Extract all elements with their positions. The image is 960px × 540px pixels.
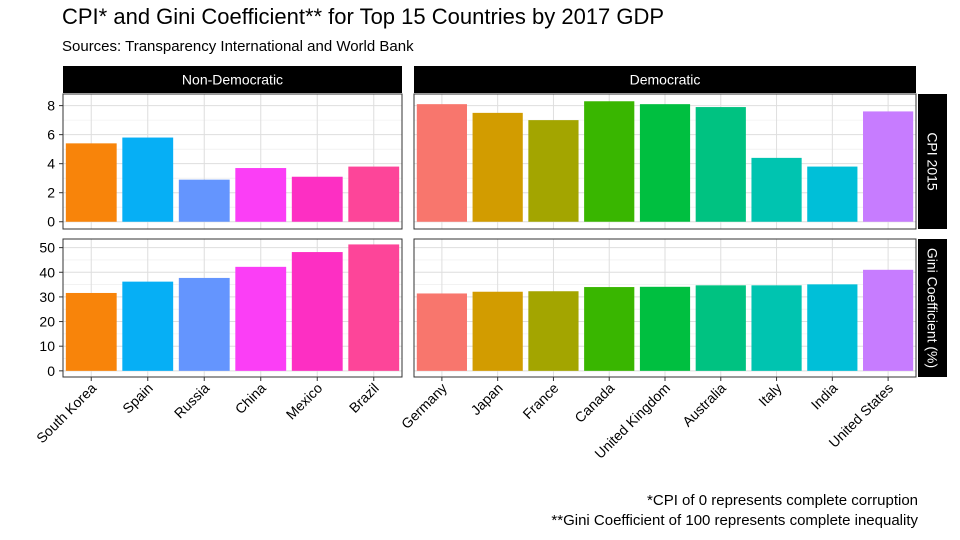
bar-cpi-russia: [178, 179, 230, 222]
facet-strip-label-cpi-2015: CPI 2015: [925, 132, 941, 191]
facet-strip-gini-coefficient: [918, 239, 947, 377]
bar-cpi-united-states: [863, 111, 914, 222]
facet-strip-democratic: [414, 66, 916, 93]
bar-gini-india: [807, 284, 858, 371]
bar-cpi-italy: [751, 157, 802, 222]
bar-gini-south-korea: [65, 292, 117, 371]
y-tick-label: 6: [47, 127, 55, 143]
bar-cpi-spain: [122, 137, 174, 222]
facet-strip-label-gini-coefficient: Gini Coefficient (%): [925, 248, 941, 368]
bar-gini-australia: [695, 285, 746, 371]
x-tick-label-canada: Canada: [571, 380, 617, 426]
y-tick-label: 0: [47, 363, 55, 379]
bar-cpi-germany: [416, 104, 467, 222]
x-tick-label-spain: Spain: [119, 380, 156, 417]
gini-footnote: **Gini Coefficient of 100 represents com…: [551, 512, 918, 529]
y-tick-label: 2: [47, 185, 55, 201]
x-tick-label-china: China: [232, 380, 269, 417]
bar-cpi-japan: [472, 112, 523, 222]
bar-cpi-france: [528, 120, 579, 222]
x-tick-label-italy: Italy: [755, 380, 784, 409]
x-tick-label-mexico: Mexico: [283, 380, 326, 423]
y-tick-label: 50: [39, 240, 55, 256]
x-tick-label-russia: Russia: [171, 380, 213, 422]
facet-strip-cpi-2015: [918, 94, 947, 229]
bar-cpi-australia: [695, 107, 746, 222]
facet-strip-label-non-democratic: Non-Democratic: [182, 72, 283, 88]
bar-gini-mexico: [291, 252, 343, 371]
bar-cpi-india: [807, 166, 858, 222]
bar-gini-japan: [472, 291, 523, 371]
chart-title: CPI* and Gini Coefficient** for Top 15 C…: [62, 4, 665, 29]
bar-gini-united-states: [863, 269, 914, 371]
y-tick-label: 10: [39, 338, 55, 354]
bar-cpi-china: [235, 168, 287, 222]
bar-gini-canada: [584, 287, 635, 371]
panel-border: [62, 238, 403, 378]
bar-gini-france: [528, 291, 579, 371]
bar-gini-united-kingdom: [639, 286, 691, 371]
bar-gini-china: [235, 266, 287, 371]
x-tick-label-germany: Germany: [398, 380, 450, 432]
panel-border: [62, 93, 403, 230]
bar-gini-russia: [178, 277, 230, 371]
bar-gini-spain: [122, 281, 174, 371]
y-tick-label: 0: [47, 214, 55, 230]
bar-cpi-mexico: [291, 176, 343, 222]
facet-strip-label-democratic: Democratic: [630, 72, 701, 88]
facet-strip-non-democratic: [63, 66, 402, 93]
y-tick-label: 20: [39, 314, 55, 330]
y-tick-label: 4: [47, 156, 55, 172]
bar-cpi-united-kingdom: [639, 104, 691, 222]
y-tick-label: 30: [39, 289, 55, 305]
bar-gini-brazil: [348, 244, 400, 371]
bar-cpi-canada: [584, 101, 635, 222]
cpi-footnote: *CPI of 0 represents complete corruption: [647, 492, 918, 509]
chart-subtitle: Sources: Transparency International and …: [62, 38, 414, 55]
x-tick-label-south-korea: South Korea: [33, 380, 100, 447]
x-tick-label-japan: Japan: [467, 380, 505, 418]
y-tick-label: 8: [47, 98, 55, 114]
bar-gini-italy: [751, 285, 802, 371]
bar-cpi-brazil: [348, 166, 400, 222]
x-tick-label-australia: Australia: [679, 380, 729, 430]
x-tick-label-france: France: [519, 380, 561, 422]
x-tick-label-india: India: [808, 380, 841, 413]
bar-gini-germany: [416, 293, 467, 371]
panel-border: [413, 93, 917, 230]
x-tick-label-brazil: Brazil: [346, 380, 382, 416]
bar-cpi-south-korea: [65, 143, 117, 222]
y-tick-label: 40: [39, 264, 55, 280]
